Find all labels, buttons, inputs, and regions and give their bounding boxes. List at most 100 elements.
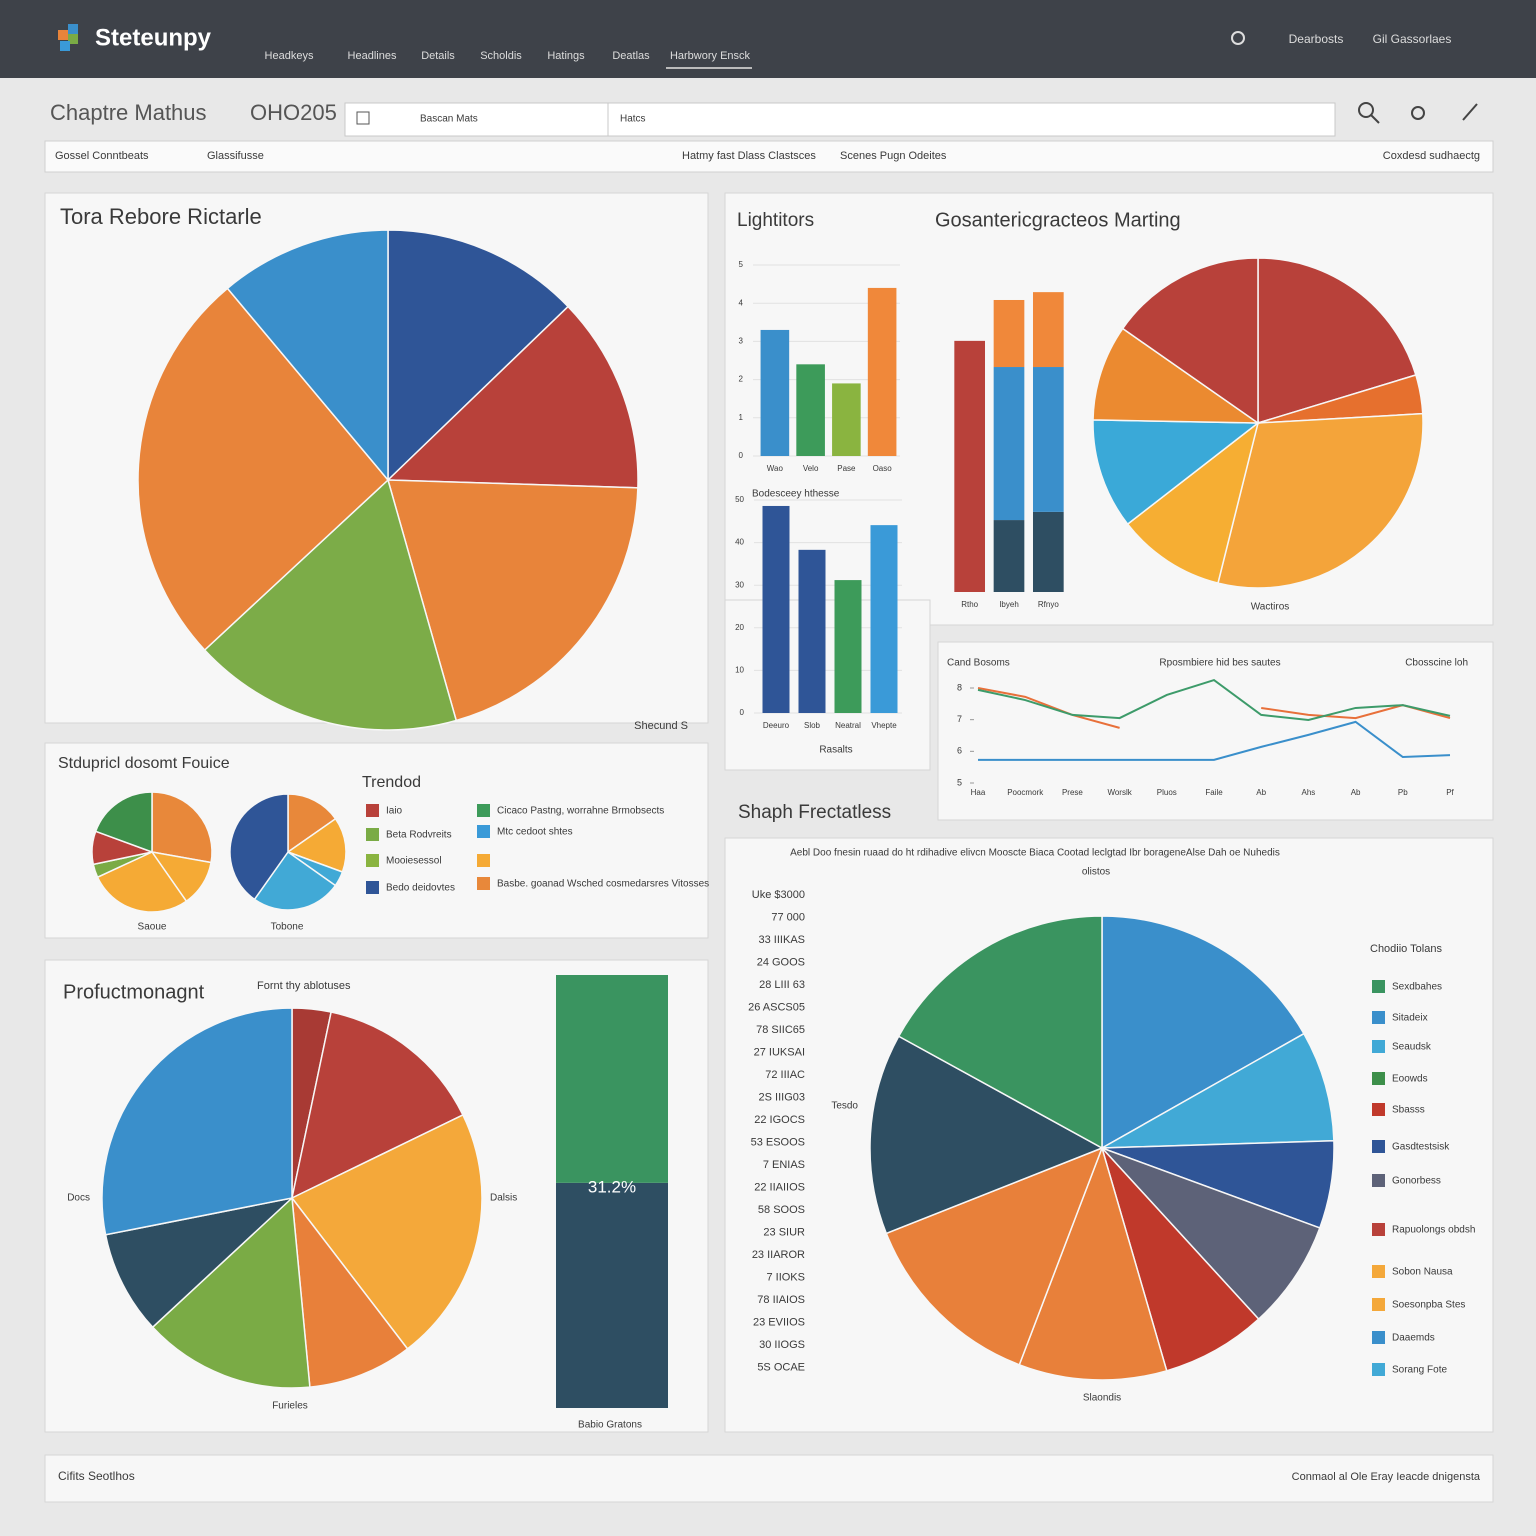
- legend-label: Sobon Nausa: [1392, 1267, 1453, 1278]
- annotation: olistos: [1082, 867, 1110, 878]
- filter[interactable]: Coxdesd sudhaectg: [1383, 150, 1480, 162]
- bar-segment: [954, 340, 986, 592]
- bar: [798, 549, 826, 713]
- x-tick-label: Rfnyo: [1038, 600, 1059, 609]
- pie-slice: [1018, 1145, 1168, 1381]
- list-item: 23 IIAROR: [752, 1249, 805, 1261]
- footer-text: Conmaol al Ole Eray Ieacde dnigensta: [1292, 1471, 1481, 1483]
- legend-label: Sitadeix: [1392, 1013, 1428, 1024]
- nav-bar: [0, 0, 1536, 78]
- settings-icon[interactable]: [1231, 31, 1245, 45]
- chart-caption: Saoue: [138, 922, 167, 933]
- edit-icon[interactable]: [1462, 103, 1478, 121]
- search-icon[interactable]: [1358, 102, 1380, 124]
- list-item: 23 SIUR: [763, 1226, 805, 1238]
- x-tick-label: Slob: [804, 721, 821, 730]
- nav-item[interactable]: Harbwory Ensck: [670, 50, 751, 62]
- legend-swatch: [366, 881, 379, 894]
- y-tick-label: 5: [957, 777, 962, 787]
- list-item: 23 EVIIOS: [753, 1316, 805, 1328]
- legend-swatch: [366, 828, 379, 841]
- y-tick-label: 1: [739, 413, 744, 422]
- search-field[interactable]: Hatcs: [620, 114, 646, 125]
- list-item: 7 IIOKS: [766, 1271, 805, 1283]
- chart-title: Shaph Frectatless: [738, 802, 891, 823]
- bar-segment: [1032, 511, 1064, 592]
- chart-subtitle: Fornt thy ablotuses: [257, 980, 351, 992]
- legend-swatch: [1372, 980, 1385, 993]
- filter[interactable]: Glassifusse: [207, 150, 264, 162]
- legend-swatch: [477, 877, 490, 890]
- nav-item[interactable]: Headlines: [348, 50, 397, 62]
- x-tick-label: Wao: [767, 464, 784, 473]
- pie-slice: [94, 791, 153, 854]
- bar: [760, 329, 790, 456]
- pie-slice: [869, 1035, 1104, 1235]
- search-box[interactable]: [344, 102, 1336, 137]
- bar: [762, 505, 790, 713]
- y-tick-label: 0: [739, 451, 744, 460]
- bar-segment: [993, 367, 1025, 521]
- x-tick-label: Rtho: [961, 600, 978, 609]
- list-item: 72 IIIAC: [765, 1069, 805, 1081]
- nav-item[interactable]: Deatlas: [612, 50, 650, 62]
- legend-label: Daaemds: [1392, 1333, 1435, 1344]
- x-tick-label: Ab: [1351, 788, 1361, 797]
- nav-item[interactable]: Scholdis: [480, 50, 522, 62]
- chart-xlabel: Rasalts: [819, 745, 852, 756]
- list-item: 22 IIAIIOS: [754, 1181, 805, 1193]
- pie-slice: [151, 791, 213, 864]
- pie-slice: [386, 305, 639, 489]
- bar-segment: [556, 1182, 668, 1408]
- menu-icon[interactable]: [356, 111, 370, 125]
- list-item: 27 IUKSAI: [754, 1046, 805, 1058]
- y-tick-label: 6: [957, 746, 962, 756]
- legend-swatch: [1372, 1040, 1385, 1053]
- bar-segment: [1032, 367, 1064, 512]
- annotation: 31.2%: [588, 1177, 636, 1196]
- annotation: Cbosscine loh: [1405, 658, 1468, 669]
- filter-bar: [44, 140, 1494, 173]
- list-item: 7 ENIAS: [763, 1159, 805, 1171]
- bar: [834, 580, 862, 713]
- pie-slice: [290, 1113, 483, 1350]
- legend-swatch: [1372, 1363, 1385, 1376]
- filter[interactable]: Gossel Conntbeats: [55, 150, 149, 162]
- y-tick-label: 5: [739, 260, 744, 269]
- pie-slice: [1101, 1032, 1335, 1149]
- nav-link[interactable]: Dearbosts: [1289, 32, 1344, 46]
- legend-label: Rapuolongs obdsh: [1392, 1225, 1475, 1236]
- filter[interactable]: Scenes Pugn Odeites: [840, 150, 947, 162]
- nav-item[interactable]: Details: [421, 50, 455, 62]
- search-field[interactable]: Bascan Mats: [420, 114, 478, 125]
- legend-label: Sbasss: [1392, 1105, 1425, 1116]
- x-tick-label: Pb: [1398, 788, 1408, 797]
- list-item: 26 ASCS05: [748, 1001, 805, 1013]
- chart-caption: Babio Gratons: [578, 1420, 642, 1431]
- y-tick-label: 0: [740, 708, 745, 717]
- pie-slice: [897, 915, 1103, 1150]
- y-tick-label: 8: [957, 682, 962, 692]
- legend-swatch: [1372, 1265, 1385, 1278]
- logo[interactable]: Steteunpy: [95, 24, 212, 51]
- x-tick-label: Neatral: [835, 721, 861, 730]
- bar: [870, 525, 898, 713]
- y-tick-label: 40: [735, 538, 744, 547]
- pie-slice: [290, 1011, 464, 1200]
- annotation: Dalsis: [490, 1193, 517, 1204]
- nav-item[interactable]: Hatings: [547, 50, 585, 62]
- filter[interactable]: Hatmy fast Dlass Clastsces: [682, 150, 816, 162]
- chart-caption: Shecund S: [634, 720, 688, 732]
- pie-slice: [151, 1196, 311, 1389]
- y-tick-label: 20: [735, 623, 744, 632]
- legend-label: Beta Rodvreits: [386, 830, 452, 841]
- list-item: Uke $3000: [752, 889, 805, 901]
- user-icon[interactable]: [1411, 106, 1425, 120]
- pie-slice: [291, 1195, 409, 1388]
- legend-swatch: [1372, 1103, 1385, 1116]
- nav-link[interactable]: Gil Gassorlaes: [1373, 32, 1452, 46]
- list-item: 5S OCAE: [757, 1361, 805, 1373]
- nav-item[interactable]: Headkeys: [265, 50, 314, 62]
- chart-subtitle: Bodesceey hthesse: [752, 489, 840, 500]
- list-item: 78 IIAIOS: [757, 1294, 805, 1306]
